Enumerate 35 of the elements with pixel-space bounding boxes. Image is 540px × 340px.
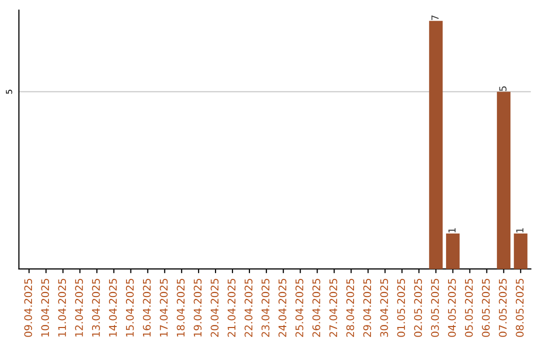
x-tick-label: 15.04.2025 <box>126 278 134 336</box>
x-tick-label: 21.04.2025 <box>228 278 236 337</box>
x-tick-label: 08.05.2025 <box>516 278 524 337</box>
x-tick-label: 02.05.2025 <box>414 278 422 337</box>
x-tick-label: 14.04.2025 <box>108 278 117 336</box>
x-tick-label: 27.04.2025 <box>329 278 338 337</box>
data-label: 1 <box>448 228 456 232</box>
x-tick-label: 18.04.2025 <box>176 278 185 336</box>
x-tick-label: 28.04.2025 <box>346 278 354 337</box>
x-tick-label: 12.04.2025 <box>75 278 83 336</box>
x-tick-label: 22.04.2025 <box>244 278 252 337</box>
x-tick-label: 29.04.2025 <box>363 278 372 337</box>
x-tick-label: 25.04.2025 <box>295 278 304 337</box>
x-tick-label: 01.05.2025 <box>397 278 406 337</box>
x-tick-label: 10.04.2025 <box>41 278 50 336</box>
data-label: 7 <box>431 15 439 20</box>
x-tick-label: 07.05.2025 <box>498 278 507 337</box>
x-tick-label: 20.04.2025 <box>210 278 219 337</box>
x-tick-label: 11.04.2025 <box>58 278 66 336</box>
x-tick-label: 19.04.2025 <box>194 278 202 336</box>
x-tick-label: 05.05.2025 <box>464 278 473 337</box>
ref-line-label: 5 <box>6 90 12 94</box>
data-label: 1 <box>516 228 524 232</box>
x-tick-label: 04.05.2025 <box>448 278 456 337</box>
x-tick-label: 30.04.2025 <box>380 278 388 337</box>
x-tick-label: 23.04.2025 <box>262 278 270 337</box>
x-tick-label: 06.05.2025 <box>482 278 490 337</box>
x-tick-label: 13.04.2025 <box>92 278 100 336</box>
x-tick-label: 26.04.2025 <box>312 278 320 337</box>
data-label: 5 <box>499 86 507 91</box>
x-tick-label: 17.04.2025 <box>160 278 168 336</box>
x-tick-label: 09.04.2025 <box>24 278 32 337</box>
x-tick-label: 16.04.2025 <box>142 278 151 336</box>
x-tick-label: 03.05.2025 <box>431 278 439 337</box>
x-tick-label: 24.04.2025 <box>278 278 286 337</box>
